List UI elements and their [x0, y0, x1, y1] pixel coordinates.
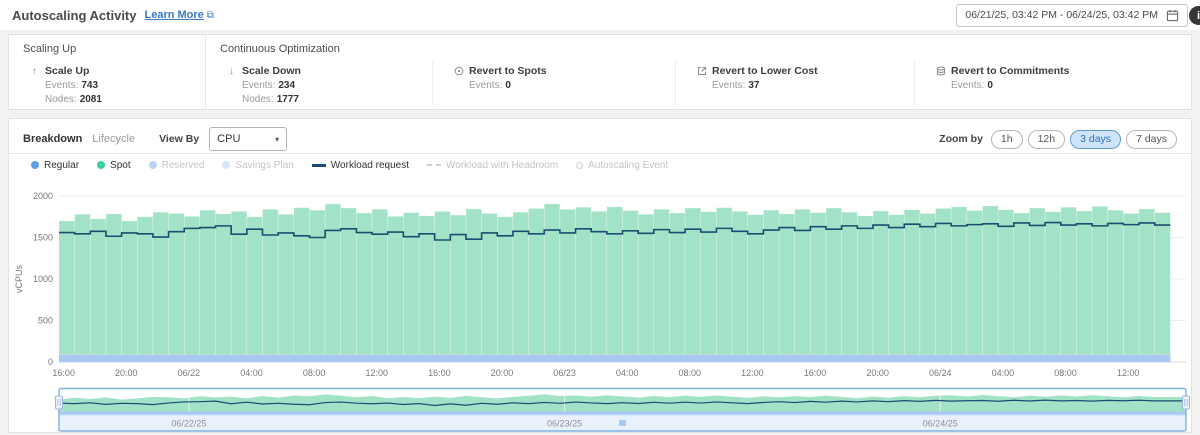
regular-dot-icon [31, 161, 39, 169]
stat-name: Scale Down [242, 65, 301, 77]
stat-scale-down: ↓ Scale Down Events:234 Nodes:1777 [206, 61, 432, 105]
svg-text:08:00: 08:00 [1054, 368, 1077, 378]
svg-text:20:00: 20:00 [115, 368, 138, 378]
metric-nodes: Nodes:1777 [242, 94, 422, 105]
svg-text:1000: 1000 [33, 274, 53, 284]
metric-events: Events:37 [712, 80, 904, 91]
svg-text:08:00: 08:00 [303, 368, 326, 378]
legend-item-savings-plan[interactable]: Savings Plan [222, 160, 293, 171]
date-range-picker[interactable]: 06/21/25, 03:42 PM - 06/24/25, 03:42 PM [956, 4, 1188, 27]
svg-text:12:00: 12:00 [741, 368, 764, 378]
zoom-12h-button[interactable]: 12h [1028, 130, 1066, 149]
arrow-up-icon: ↑ [29, 66, 40, 77]
learn-more-link[interactable]: Learn More [144, 9, 203, 21]
svg-text:04:00: 04:00 [240, 368, 263, 378]
svg-text:06/24/25: 06/24/25 [923, 419, 958, 429]
svg-text:16:00: 16:00 [428, 368, 451, 378]
stats-group-title: Continuous Optimization [206, 43, 1191, 61]
stat-name: Revert to Lower Cost [712, 65, 818, 77]
stats-group-continuous-optimization: Continuous Optimization ↓ Scale Down Eve… [206, 35, 1191, 109]
stat-name: Revert to Commitments [951, 65, 1069, 77]
arrow-out-icon [696, 66, 707, 76]
metric-events: Events:234 [242, 80, 422, 91]
workload-request-line-icon [312, 164, 326, 167]
date-range-value: 06/21/25, 03:42 PM - 06/24/25, 03:42 PM [965, 9, 1158, 21]
legend-item-workload-request[interactable]: Workload request [312, 160, 409, 171]
view-by-value: CPU [217, 133, 240, 145]
svg-text:vCPUs: vCPUs [14, 265, 24, 294]
legend-item-spot[interactable]: Spot [97, 160, 131, 171]
svg-text:06/24: 06/24 [929, 368, 952, 378]
stat-name: Revert to Spots [469, 65, 547, 77]
svg-text:06/22/25: 06/22/25 [171, 419, 206, 429]
arrow-down-icon: ↓ [226, 66, 237, 77]
svg-text:12:00: 12:00 [365, 368, 388, 378]
metric-events: Events:743 [45, 80, 195, 91]
view-by-select[interactable]: CPU ▾ [209, 127, 287, 151]
svg-text:06/23/25: 06/23/25 [547, 419, 582, 429]
stat-revert-to-lower-cost: Revert to Lower Cost Events:37 [675, 61, 914, 105]
savings-plan-dot-icon [222, 161, 230, 169]
workload-headroom-dash-icon [427, 164, 441, 166]
stats-group-title: Scaling Up [9, 43, 205, 61]
legend-item-regular[interactable]: Regular [31, 160, 79, 171]
svg-text:06/22: 06/22 [178, 368, 201, 378]
svg-text:20:00: 20:00 [866, 368, 889, 378]
svg-text:500: 500 [38, 316, 53, 326]
svg-text:2000: 2000 [33, 191, 53, 201]
target-icon [453, 66, 464, 76]
svg-text:1500: 1500 [33, 233, 53, 243]
info-button[interactable]: i [1189, 6, 1200, 25]
external-link-icon: ⧉ [207, 10, 214, 21]
svg-text:08:00: 08:00 [679, 368, 702, 378]
svg-text:16:00: 16:00 [804, 368, 827, 378]
svg-text:20:00: 20:00 [491, 368, 514, 378]
spot-dot-icon [97, 161, 105, 169]
calendar-icon [1166, 9, 1179, 22]
svg-text:12:00: 12:00 [1117, 368, 1140, 378]
chart-controls: Breakdown Lifecycle View By CPU ▾ Zoom b… [9, 125, 1191, 153]
view-by-label: View By [159, 133, 199, 145]
svg-text:04:00: 04:00 [616, 368, 639, 378]
autoscaling-event-circle-icon [576, 162, 583, 169]
zoom-by-label: Zoom by [939, 133, 983, 145]
reserved-dot-icon [149, 161, 157, 169]
zoom-3days-button[interactable]: 3 days [1070, 130, 1121, 149]
stack-icon [935, 66, 946, 76]
stat-scale-up: ↑ Scale Up Events:743 Nodes:2081 [9, 61, 205, 105]
metric-events: Events:0 [951, 80, 1181, 91]
page-title: Autoscaling Activity [12, 8, 136, 23]
page-header: Autoscaling Activity Learn More ⧉ 06/21/… [0, 0, 1200, 30]
legend-item-workload-with-headroom[interactable]: Workload with Headroom [427, 160, 558, 171]
navigator-chart-svg[interactable]: 06/22/25 06/23/25 06/24/25 [9, 387, 1191, 435]
tab-breakdown[interactable]: Breakdown [23, 133, 82, 145]
stats-group-scaling-up: Scaling Up ↑ Scale Up Events:743 Nodes:2… [9, 35, 206, 109]
legend-item-reserved[interactable]: Reserved [149, 160, 205, 171]
legend-item-autoscaling-event[interactable]: Autoscaling Event [576, 160, 668, 171]
svg-text:04:00: 04:00 [992, 368, 1015, 378]
stats-panel: Scaling Up ↑ Scale Up Events:743 Nodes:2… [8, 34, 1192, 110]
tab-lifecycle[interactable]: Lifecycle [92, 133, 135, 145]
svg-text:16:00: 16:00 [52, 368, 75, 378]
metric-nodes: Nodes:2081 [45, 94, 195, 105]
metric-events: Events:0 [469, 80, 665, 91]
chevron-down-icon: ▾ [275, 135, 279, 144]
stat-revert-to-commitments: Revert to Commitments Events:0 [914, 61, 1191, 105]
stat-name: Scale Up [45, 65, 89, 77]
chart-legend: Regular Spot Reserved Savings Plan Workl… [9, 154, 1191, 176]
svg-text:0: 0 [48, 357, 53, 367]
chart-panel: Breakdown Lifecycle View By CPU ▾ Zoom b… [8, 118, 1192, 433]
zoom-7days-button[interactable]: 7 days [1126, 130, 1177, 149]
main-chart-svg[interactable]: 0 500 1000 1500 2000 16:00 20:00 06/22 04:00 08:0… [9, 176, 1191, 382]
svg-text:06/23: 06/23 [553, 368, 576, 378]
stat-revert-to-spots: Revert to Spots Events:0 [432, 61, 675, 105]
zoom-1h-button[interactable]: 1h [991, 130, 1023, 149]
